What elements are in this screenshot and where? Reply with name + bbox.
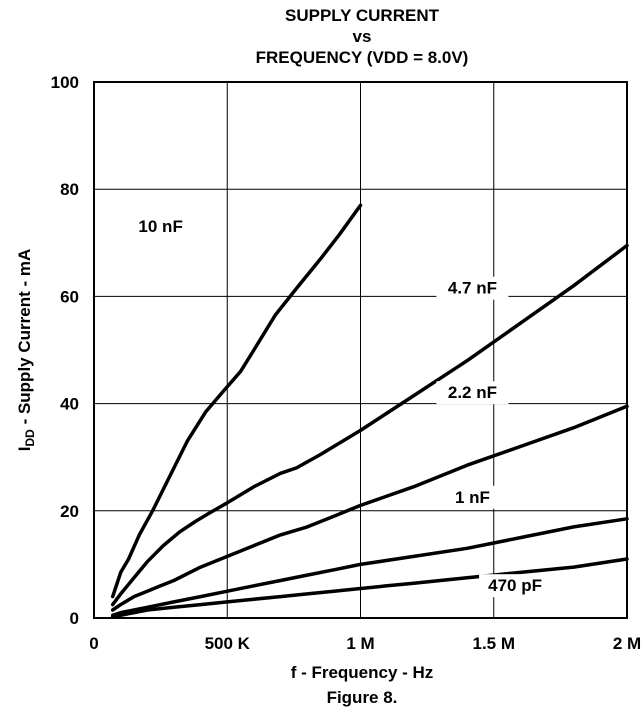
y-tick-label: 60 <box>60 287 79 306</box>
series-labels: 10 nF 4.7 nF 2.2 nF 1 nF 470 pF <box>129 215 552 598</box>
chart-title-line-1: SUPPLY CURRENT <box>285 6 440 25</box>
y-tick-label: 0 <box>70 609 79 628</box>
series-label: 2.2 nF <box>448 383 497 402</box>
y-tick-label: 80 <box>60 180 79 199</box>
x-tick-label: 500 K <box>205 634 251 653</box>
y-axis-label-sub: DD <box>23 429 37 447</box>
series-label-background <box>436 381 509 405</box>
x-tick-label: 2 M <box>613 634 641 653</box>
series-line <box>110 404 629 612</box>
series-label-background <box>446 485 499 509</box>
series-line <box>110 243 629 607</box>
plot-area: 10 nF 4.7 nF 2.2 nF 1 nF 470 pF <box>93 81 629 619</box>
x-tick-label: 1 M <box>346 634 374 653</box>
y-axis-label: IDD - Supply Current - mA <box>15 249 37 451</box>
series-label: 1 nF <box>455 488 490 507</box>
x-tick-label: 0 <box>89 634 98 653</box>
chart-title-line-2: vs <box>353 27 372 46</box>
x-axis-ticks: 0 500 K 1 M 1.5 M 2 M <box>89 634 641 653</box>
series-label-background <box>436 276 509 300</box>
series-line <box>110 557 629 619</box>
series-label-background <box>479 574 552 598</box>
grid <box>94 82 627 618</box>
series-line <box>110 517 629 618</box>
x-tick-label: 1.5 M <box>472 634 515 653</box>
series-label-background <box>129 215 192 239</box>
series-line <box>110 203 363 599</box>
figure-caption: Figure 8. <box>327 688 398 707</box>
y-tick-label: 100 <box>51 73 79 92</box>
series-layer <box>110 203 629 619</box>
series-label: 10 nF <box>138 217 182 236</box>
y-axis-label-main: I <box>15 447 34 452</box>
x-axis-label: f - Frequency - Hz <box>291 663 434 682</box>
y-axis-label-rest: - Supply Current - mA <box>15 249 34 429</box>
chart-title-line-3: FREQUENCY (VDD = 8.0V) <box>256 48 469 67</box>
series-label: 470 pF <box>488 576 542 595</box>
y-tick-label: 20 <box>60 502 79 521</box>
y-tick-label: 40 <box>60 395 79 414</box>
series-label: 4.7 nF <box>448 279 497 298</box>
y-axis-ticks: 0 20 40 60 80 100 <box>51 73 79 628</box>
